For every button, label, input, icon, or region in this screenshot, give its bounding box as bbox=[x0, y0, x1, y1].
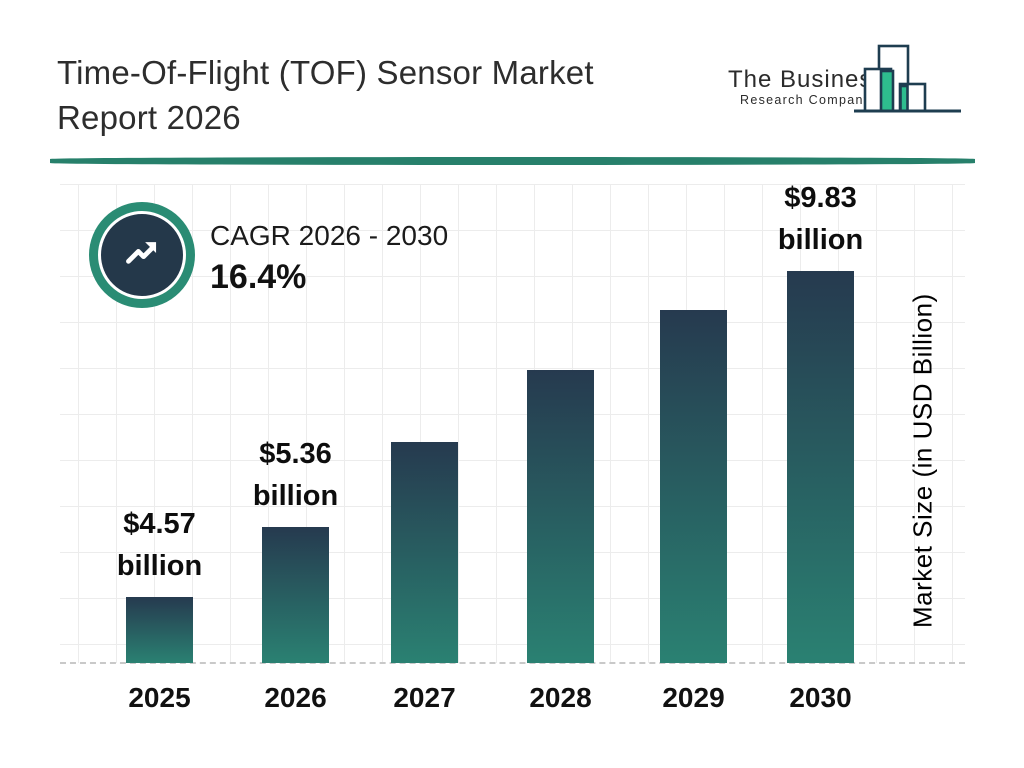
value-amount: $4.57 bbox=[123, 508, 196, 540]
teal-divider-line bbox=[50, 157, 975, 165]
bar-2028 bbox=[527, 370, 594, 663]
logo-company-name: The Business bbox=[728, 66, 886, 93]
value-amount: $5.36 bbox=[259, 438, 332, 470]
value-unit: billion bbox=[252, 480, 339, 512]
page-title: Time-Of-Flight (TOF) Sensor Market Repor… bbox=[57, 50, 594, 140]
logo-company-subname: Research Company bbox=[740, 93, 872, 107]
y-axis-label: Market Size (in USD Billion) bbox=[907, 293, 938, 628]
trending-up-arrow-icon bbox=[117, 228, 167, 283]
x-tick-label-2027: 2027 bbox=[393, 682, 456, 713]
x-tick-label-2030: 2030 bbox=[789, 682, 852, 713]
chart-baseline-dashed bbox=[60, 662, 965, 664]
bar-2025 bbox=[126, 597, 193, 663]
value-label-2025: $4.57 billion bbox=[117, 503, 202, 587]
logo-buildings-icon bbox=[853, 34, 965, 121]
x-tick-label-2029: 2029 bbox=[662, 682, 725, 713]
page-title-line1: Time-Of-Flight (TOF) Sensor Market bbox=[57, 54, 594, 91]
bar-2030 bbox=[787, 271, 854, 663]
page-title-line2: Report 2026 bbox=[57, 99, 241, 136]
x-tick-label-2026: 2026 bbox=[264, 682, 327, 713]
value-unit: billion bbox=[777, 224, 864, 256]
x-tick-label-2028: 2028 bbox=[529, 682, 592, 713]
bar-2026 bbox=[262, 527, 329, 663]
cagr-period-label: CAGR 2026 - 2030 bbox=[210, 220, 449, 251]
value-amount: $9.83 bbox=[784, 182, 857, 214]
value-unit: billion bbox=[116, 550, 203, 582]
bar-2029 bbox=[660, 310, 727, 663]
x-tick-label-2025: 2025 bbox=[128, 682, 191, 713]
bar-2027 bbox=[391, 442, 458, 663]
value-label-2026: $5.36 billion bbox=[253, 433, 338, 517]
cagr-badge bbox=[98, 211, 186, 299]
value-label-2030: $9.83 billion bbox=[778, 177, 863, 261]
cagr-value: 16.4% bbox=[210, 258, 307, 296]
